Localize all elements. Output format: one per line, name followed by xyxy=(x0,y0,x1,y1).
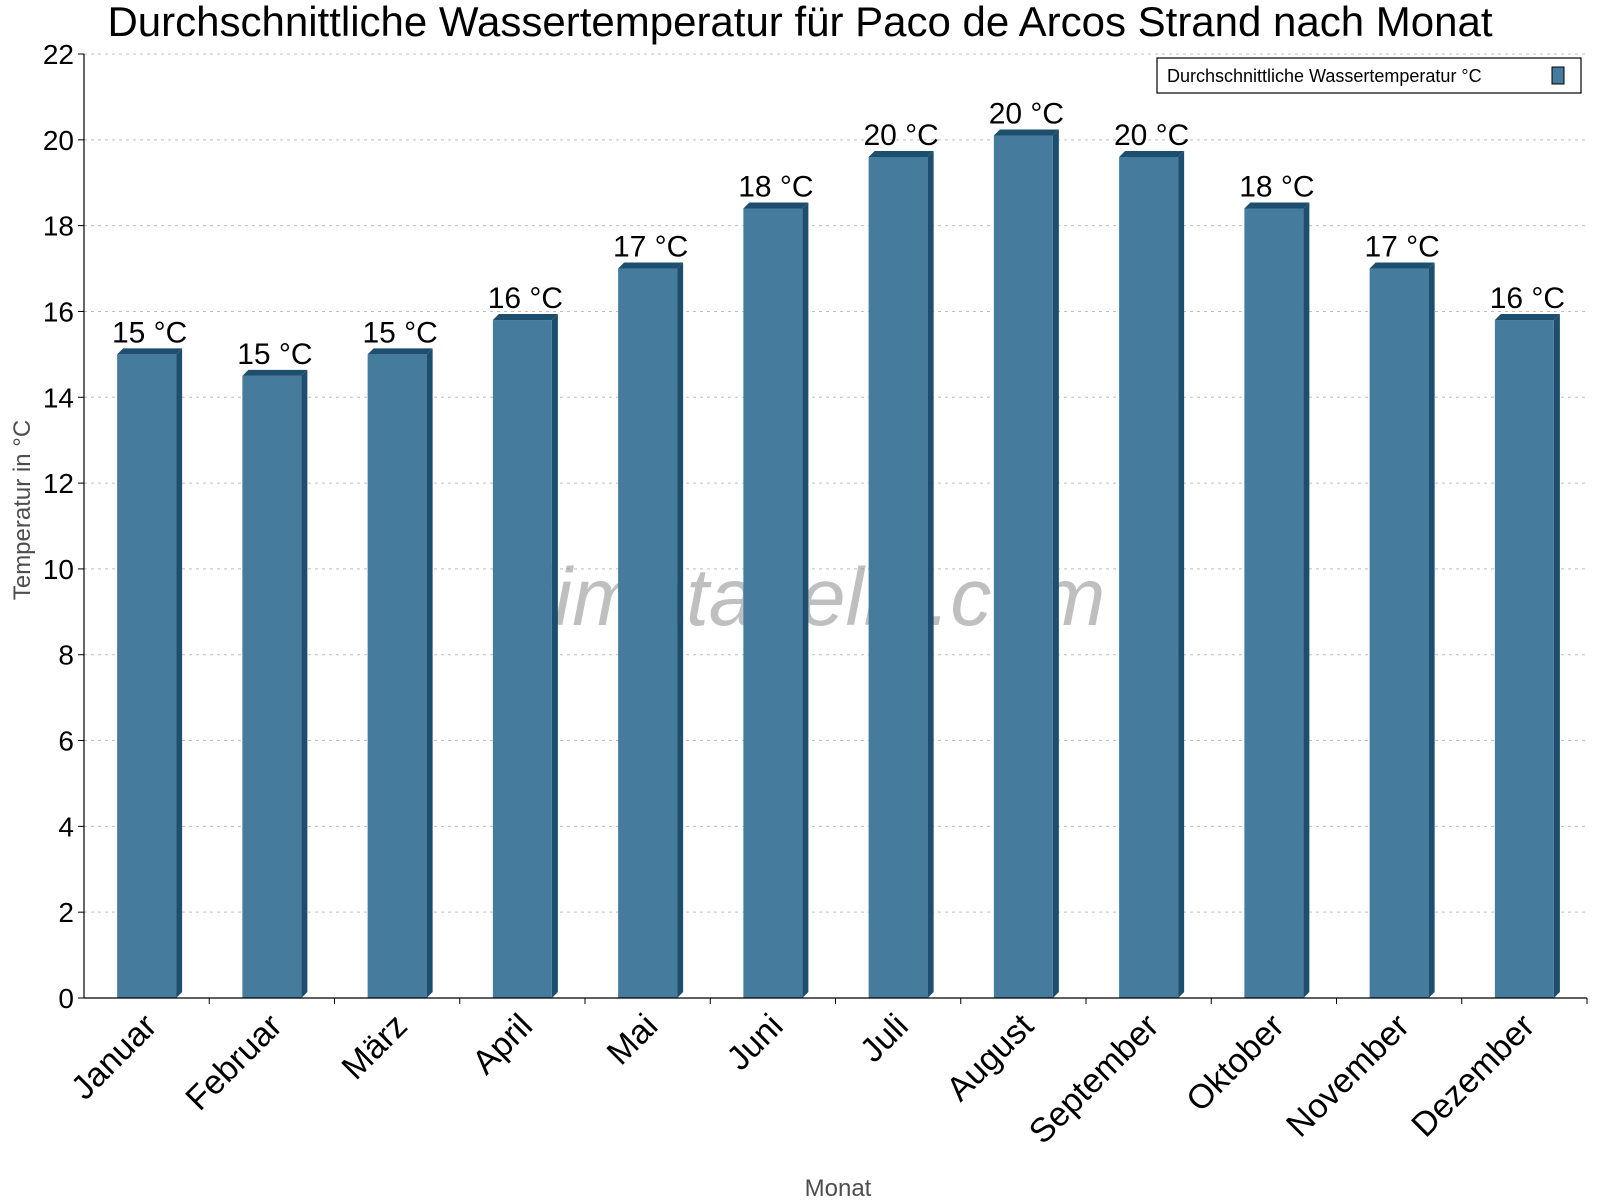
bar-september xyxy=(1119,150,1185,998)
bar-mai xyxy=(618,262,684,999)
bar-januar xyxy=(117,348,183,998)
bar-side-face xyxy=(1428,262,1435,999)
data-label: 17 °C xyxy=(613,231,688,264)
bar-side-face xyxy=(551,314,558,998)
bar-märz xyxy=(367,348,433,998)
data-label: 16 °C xyxy=(488,282,563,315)
y-axis-label: Temperatur in °C xyxy=(9,420,36,600)
bar-dezember xyxy=(1494,314,1560,998)
data-label: 18 °C xyxy=(1239,170,1314,203)
x-tick-label: Dezember xyxy=(1404,1007,1542,1145)
bar-top-face xyxy=(492,314,558,321)
bar-side-face xyxy=(1303,202,1310,999)
data-label: 15 °C xyxy=(362,316,437,349)
chart-title: Durchschnittliche Wassertemperatur für P… xyxy=(107,0,1492,45)
bar-februar xyxy=(242,369,308,998)
x-tick-label: November xyxy=(1279,1007,1417,1145)
bar-front-face xyxy=(993,135,1053,998)
x-tick-label: Juni xyxy=(720,1007,791,1078)
bar-august xyxy=(993,129,1059,998)
bar-top-face xyxy=(1244,202,1310,209)
bar-top-face xyxy=(242,369,308,376)
bar-top-face xyxy=(743,202,809,209)
bar-top-face xyxy=(117,348,183,355)
legend-series-label: Durchschnittliche Wassertemperatur °C xyxy=(1167,66,1482,86)
bar-april xyxy=(492,314,558,998)
data-label: 15 °C xyxy=(237,338,312,371)
y-tick-label: 6 xyxy=(58,726,74,757)
data-label: 16 °C xyxy=(1490,282,1565,315)
bar-top-face xyxy=(618,262,684,269)
bar-november xyxy=(1369,262,1435,999)
axes xyxy=(78,53,1588,1004)
y-tick-label: 16 xyxy=(43,296,74,327)
y-tick-label: 22 xyxy=(43,39,74,70)
data-label: 17 °C xyxy=(1364,231,1439,264)
y-tick-label: 12 xyxy=(43,468,74,499)
bar-side-face xyxy=(301,369,308,998)
bar-juni xyxy=(743,202,809,999)
x-tick-label: Juli xyxy=(853,1007,916,1070)
x-tick-label: Februar xyxy=(178,1007,289,1118)
data-label: 15 °C xyxy=(112,316,187,349)
x-tick-label: August xyxy=(939,1006,1041,1108)
x-tick-label: Oktober xyxy=(1179,1007,1291,1119)
bar-top-face xyxy=(1119,150,1185,157)
legend: Durchschnittliche Wassertemperatur °C xyxy=(1156,57,1582,94)
bar-top-face xyxy=(1494,314,1560,321)
y-tick-label: 14 xyxy=(43,382,74,413)
bar-side-face xyxy=(1553,314,1560,998)
x-tick-label: Januar xyxy=(64,1007,164,1107)
legend-swatch xyxy=(1551,66,1565,85)
bar-side-face xyxy=(176,348,183,998)
data-label: 20 °C xyxy=(989,98,1064,131)
bar-front-face xyxy=(1244,208,1304,999)
bar-front-face xyxy=(743,208,803,999)
bar-front-face xyxy=(1119,156,1179,998)
x-tick-labels: Januar Februar März April Mai Juni Juli AugustS… xyxy=(64,1006,1542,1151)
y-tick-label: 4 xyxy=(58,811,74,842)
bar-top-face xyxy=(993,129,1059,136)
data-label: 20 °C xyxy=(863,119,938,152)
x-axis-label: Monat xyxy=(805,1175,872,1200)
y-tick-labels: 0 2 4 6 8 10 12 14 16 18 20 22 xyxy=(43,39,74,1014)
bar-front-face xyxy=(117,354,177,998)
x-tick-label: September xyxy=(1022,1007,1166,1151)
bar-front-face xyxy=(618,268,678,999)
bar-side-face xyxy=(426,348,433,998)
y-tick-label: 2 xyxy=(58,897,74,928)
data-label: 20 °C xyxy=(1114,119,1189,152)
bar-front-face xyxy=(242,375,302,998)
bar-side-face xyxy=(927,150,934,998)
bar-top-face xyxy=(868,150,934,157)
bar-side-face xyxy=(677,262,684,999)
y-tick-label: 8 xyxy=(58,640,74,671)
bar-front-face xyxy=(492,320,552,998)
grid-lines xyxy=(84,53,1587,913)
y-tick-label: 18 xyxy=(43,211,74,242)
bar-juli xyxy=(868,150,934,998)
bar-front-face xyxy=(1494,320,1554,998)
y-tick-label: 0 xyxy=(58,983,74,1014)
bar-side-face xyxy=(802,202,809,999)
bar-front-face xyxy=(367,354,427,998)
bar-front-face xyxy=(1369,268,1429,999)
bars-group xyxy=(117,129,1560,999)
bar-front-face xyxy=(868,156,928,998)
bar-top-face xyxy=(1369,262,1435,269)
bar-side-face xyxy=(1052,129,1059,998)
legend-swatch-rect xyxy=(1551,66,1565,85)
legend-box xyxy=(1156,57,1582,94)
bar-side-face xyxy=(1178,150,1185,998)
x-tick-label: April xyxy=(465,1007,540,1082)
data-labels: 15 °C 15 °C 15 °C 16 °C 17 °C 18 °C 20 °C 20 °C… xyxy=(112,98,1565,371)
x-tick-label: Mai xyxy=(600,1007,666,1073)
data-label: 18 °C xyxy=(738,170,813,203)
y-tick-label: 10 xyxy=(43,554,74,585)
bar-top-face xyxy=(367,348,433,355)
x-tick-label: März xyxy=(334,1007,414,1087)
bar-oktober xyxy=(1244,202,1310,999)
y-tick-label: 20 xyxy=(43,125,74,156)
